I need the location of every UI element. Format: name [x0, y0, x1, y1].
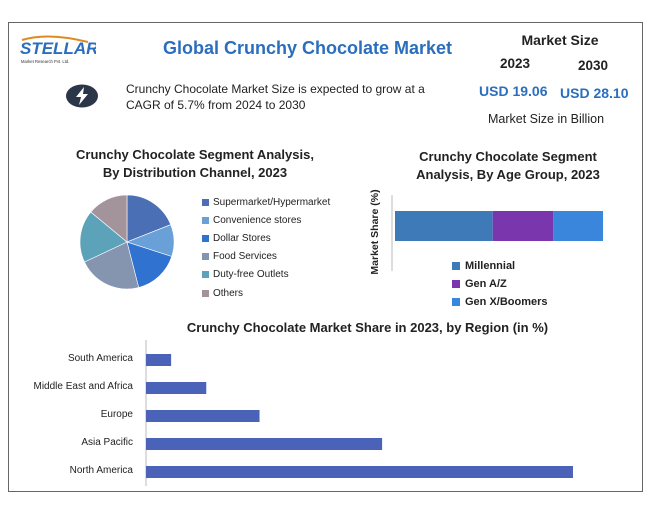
age-bar-gen-a-z	[492, 211, 554, 241]
region-label-middle-east-and-africa: Middle East and Africa	[33, 381, 134, 392]
market-size-title: Market Size	[521, 32, 599, 48]
legend-label: Convenience stores	[213, 214, 302, 226]
age-bar-millennial	[395, 211, 493, 241]
legend-label: Millennial	[465, 260, 516, 272]
legend-label: Gen A/Z	[465, 278, 507, 290]
year-end: 2030	[578, 58, 609, 73]
region-label-europe: Europe	[100, 409, 133, 420]
legend-swatch	[452, 262, 460, 270]
age-legend-item-gen-a-z: Gen A/Z	[452, 275, 548, 293]
age-legend-item-millennial: Millennial	[452, 257, 548, 275]
region-bar-chart	[145, 340, 573, 486]
pie-title-line-2: By Distribution Channel, 2023	[102, 165, 288, 180]
region-chart-title: Crunchy Chocolate Market Share in 2023, …	[186, 320, 549, 335]
age-legend-item-gen-x-boomers: Gen X/Boomers	[452, 293, 548, 311]
region-bar-north-america	[146, 466, 573, 478]
logo-text: STELLAR	[20, 39, 96, 58]
legend-label: Supermarket/Hypermarket	[213, 196, 331, 208]
age-chart-title: Crunchy Chocolate Segment Analysis, By A…	[408, 148, 608, 184]
pie-legend-item-dollar-stores: Dollar Stores	[202, 229, 330, 247]
pie-legend-item-convenience-stores: Convenience stores	[202, 211, 330, 229]
pie-slice-food-services	[84, 241, 140, 290]
legend-swatch	[202, 198, 209, 206]
age-legend: Millennial Gen A/Z Gen X/Boomers	[452, 257, 548, 311]
age-bar-gen-x-boomers	[553, 211, 603, 241]
pie-title-line-1: Crunchy Chocolate Segment Analysis,	[76, 147, 314, 162]
legend-swatch	[452, 280, 460, 288]
legend-label: Food Services	[213, 251, 277, 263]
age-title-line-1: Crunchy Chocolate Segment	[419, 149, 597, 164]
pie-slice-supermarket-hypermarket	[126, 194, 172, 243]
legend-label: Duty-free Outlets	[213, 269, 289, 281]
infographic-frame	[8, 22, 643, 492]
pie-legend-item-food-services: Food Services	[202, 248, 330, 266]
pie-legend: Supermarket/Hypermarket Convenience store…	[202, 193, 330, 302]
legend-swatch	[452, 298, 460, 306]
region-label-south-america: South America	[67, 353, 133, 364]
legend-swatch	[202, 253, 209, 261]
region-label-asia-pacific: Asia Pacific	[81, 437, 133, 448]
pie-slice-duty-free-outlets	[79, 211, 128, 263]
page-title: Global Crunchy Chocolate Market	[162, 38, 453, 58]
pie-legend-item-duty-free-outlets: Duty-free Outlets	[202, 266, 330, 284]
region-bar-middle-east-and-africa	[146, 382, 207, 394]
pie-legend-item-supermarket-hypermarket: Supermarket/Hypermarket	[202, 193, 330, 211]
region-bar-asia-pacific	[146, 438, 383, 450]
stellar-logo: STELLAR Market Research Pvt. Ltd.	[20, 35, 96, 64]
legend-swatch	[202, 271, 209, 279]
pie-chart	[79, 194, 175, 290]
year-start: 2023	[500, 56, 531, 71]
legend-label: Others	[213, 287, 244, 299]
pie-slice-others	[90, 194, 128, 243]
age-title-line-2: Analysis, By Age Group, 2023	[416, 167, 600, 182]
legend-swatch	[202, 216, 209, 224]
region-bar-europe	[146, 410, 260, 422]
lightning-icon	[66, 84, 98, 108]
unit-note: Market Size in Billion	[488, 112, 605, 126]
value-end: USD 28.10	[560, 85, 629, 101]
legend-swatch	[202, 234, 209, 242]
pie-slice-dollar-stores	[126, 241, 173, 288]
cagr-text: Crunchy Chocolate Market Size is expecte…	[126, 82, 425, 112]
region-bar-south-america	[146, 354, 172, 366]
age-y-axis-label: Market Share (%)	[369, 189, 381, 275]
logo-subtext: Market Research Pvt. Ltd.	[21, 59, 69, 64]
legend-label: Dollar Stores	[213, 232, 271, 244]
legend-swatch	[202, 289, 209, 297]
pie-chart-title: Crunchy Chocolate Segment Analysis, By D…	[60, 146, 330, 182]
age-bar-chart	[391, 195, 603, 271]
legend-label: Gen X/Boomers	[465, 296, 548, 308]
pie-legend-item-others: Others	[202, 284, 330, 302]
value-start: USD 19.06	[479, 83, 548, 99]
region-label-north-america: North America	[69, 465, 133, 476]
